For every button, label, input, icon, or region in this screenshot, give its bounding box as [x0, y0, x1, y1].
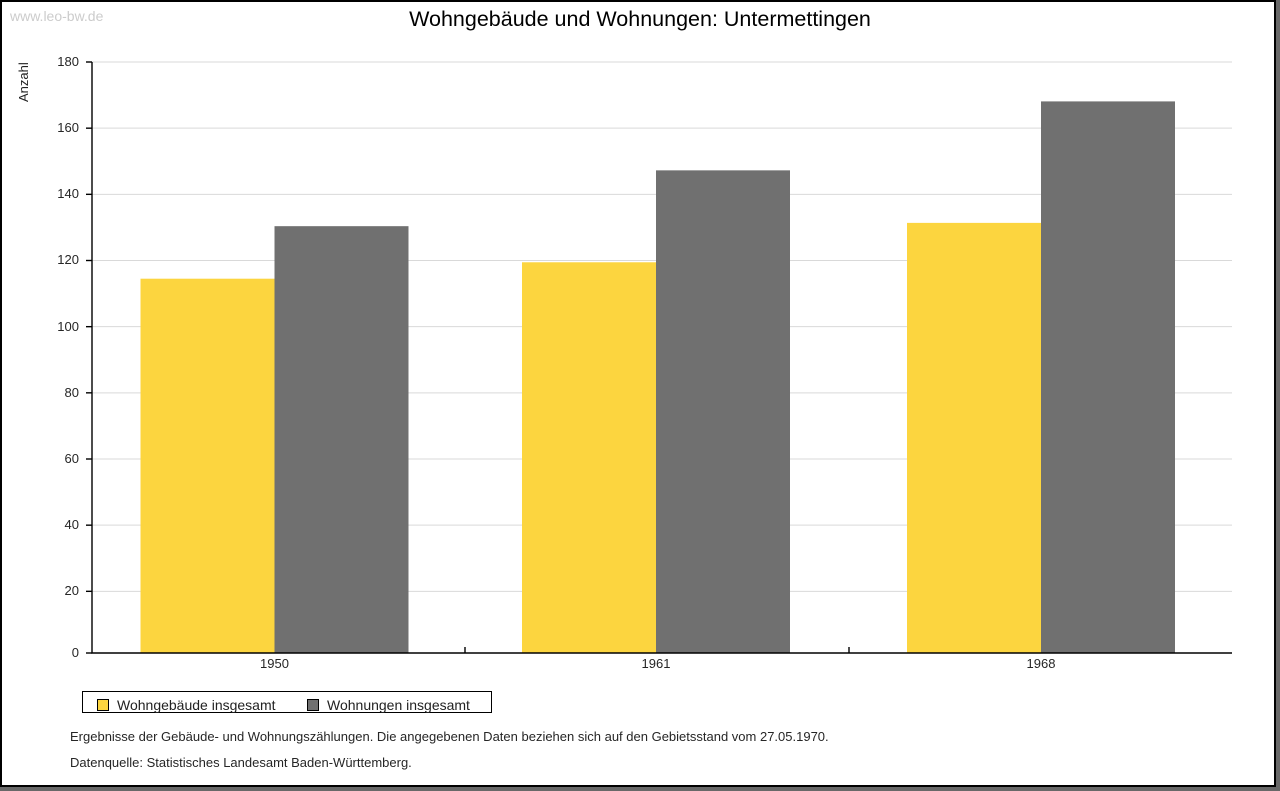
svg-text:180: 180	[57, 54, 79, 69]
svg-text:160: 160	[57, 120, 79, 135]
svg-text:1961: 1961	[642, 656, 671, 671]
svg-text:1950: 1950	[260, 656, 289, 671]
svg-text:80: 80	[65, 385, 79, 400]
svg-text:40: 40	[65, 517, 79, 532]
svg-text:1968: 1968	[1027, 656, 1056, 671]
svg-text:0: 0	[72, 645, 79, 660]
svg-text:140: 140	[57, 186, 79, 201]
svg-text:20: 20	[65, 583, 79, 598]
svg-text:120: 120	[57, 252, 79, 267]
svg-text:60: 60	[65, 451, 79, 466]
svg-text:100: 100	[57, 319, 79, 334]
